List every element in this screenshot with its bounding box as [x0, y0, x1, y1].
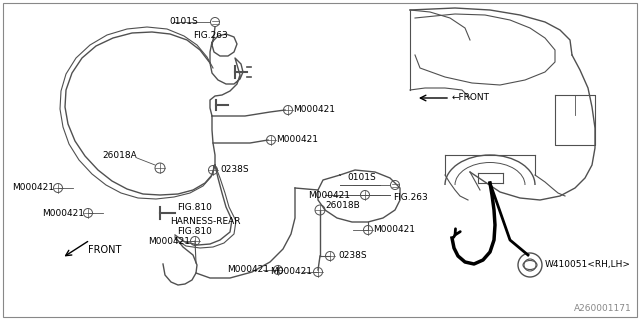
Text: FIG.810: FIG.810 [177, 203, 212, 212]
Text: FIG.810: FIG.810 [177, 227, 212, 236]
Text: M000421: M000421 [293, 106, 335, 115]
Text: M000421: M000421 [12, 183, 54, 193]
Text: M000421: M000421 [373, 226, 415, 235]
Text: ←FRONT: ←FRONT [452, 93, 490, 102]
Text: M000421: M000421 [227, 266, 269, 275]
Text: M000421: M000421 [42, 209, 84, 218]
Text: 0101S: 0101S [347, 172, 376, 181]
Text: M000421: M000421 [308, 190, 350, 199]
Text: A260001171: A260001171 [574, 304, 632, 313]
Text: 0101S: 0101S [169, 18, 198, 27]
Text: M000421: M000421 [270, 268, 312, 276]
Text: FIG.263: FIG.263 [193, 30, 228, 39]
Text: 26018B: 26018B [325, 201, 360, 210]
Text: FRONT: FRONT [88, 245, 122, 255]
Text: FIG.263: FIG.263 [393, 193, 428, 202]
Text: M000421: M000421 [276, 135, 318, 145]
Text: 0238S: 0238S [338, 252, 367, 260]
Text: 0238S: 0238S [220, 165, 248, 174]
Text: M000421: M000421 [148, 236, 190, 245]
Text: HARNESS-REAR: HARNESS-REAR [170, 217, 241, 226]
Text: 26018A: 26018A [102, 150, 137, 159]
Text: W410051<RH,LH>: W410051<RH,LH> [545, 260, 631, 269]
